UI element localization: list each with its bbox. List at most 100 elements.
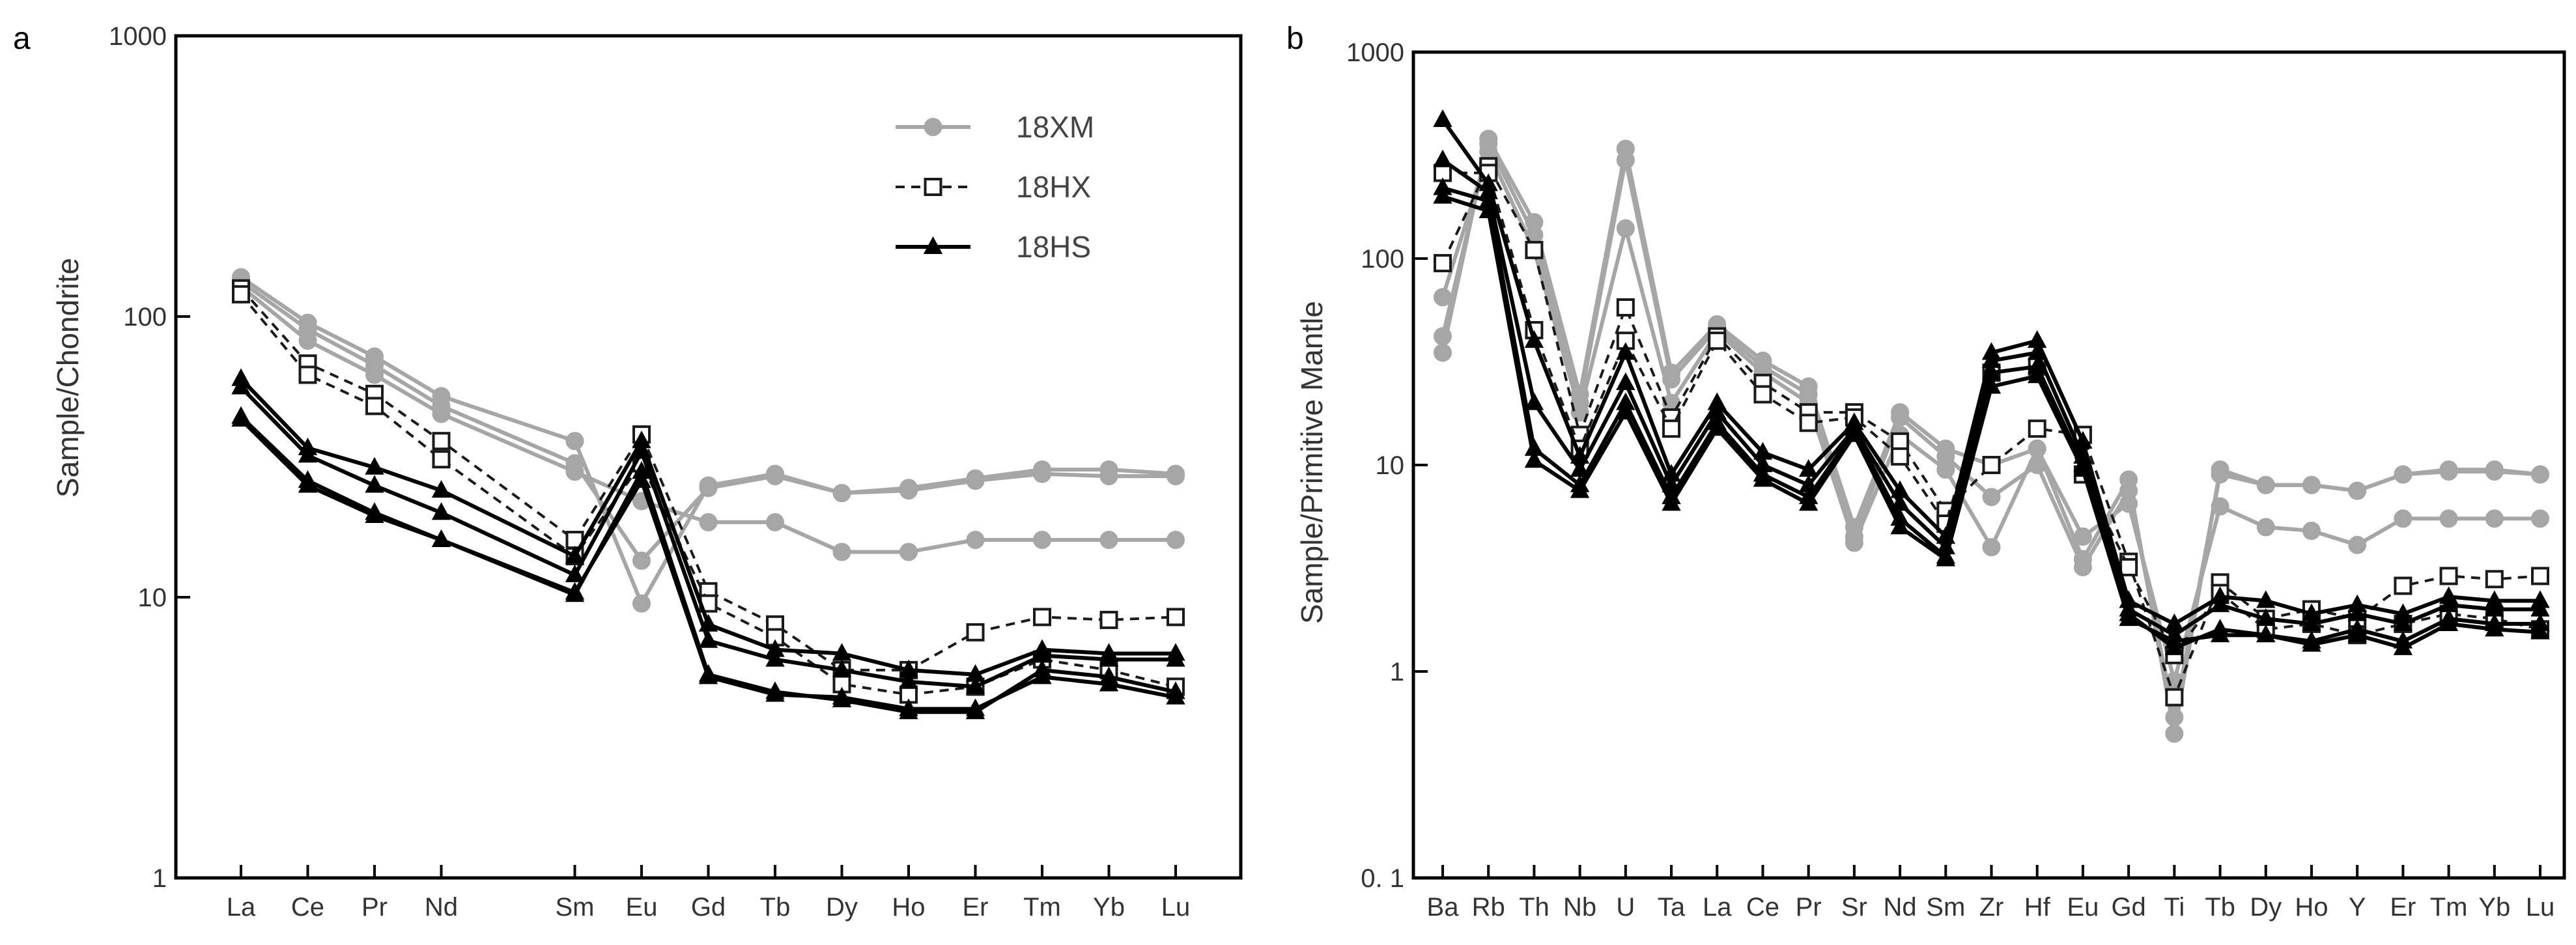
data-point-18HS-4-Tm (1032, 666, 1052, 684)
data-point-18HS-2-Er (965, 676, 985, 694)
x-tick-label-Ce: Ce (1746, 893, 1779, 922)
data-point-18XM-2-Dy (832, 484, 851, 503)
x-tick-label-Ho: Ho (2295, 893, 2328, 922)
data-point-18XM-3-Ho (899, 543, 918, 561)
data-point-18XM-3-Yb (2485, 509, 2504, 528)
data-point-18HX-2-La (232, 285, 250, 303)
data-point-18HS-4-Zr (1981, 376, 2002, 394)
data-point-18HS-4-Yb (1099, 673, 1119, 692)
data-point-18HS-2-Pr (365, 475, 384, 493)
x-tick-label-Gd: Gd (691, 893, 726, 922)
data-point-18HS-4-Ta (1662, 493, 1681, 511)
x-tick-label-Gd: Gd (2111, 893, 2145, 922)
data-point-18HS-4-Nd (431, 529, 451, 548)
data-point-18HS-1-Sm (565, 545, 585, 564)
panel-a-letter: a (13, 21, 31, 56)
data-point-18XM-2-Y (2348, 481, 2367, 500)
x-tick-label-Tb: Tb (760, 893, 791, 922)
data-point-18HS-4-Er (2393, 637, 2413, 655)
data-point-18HS-4-Y (2347, 625, 2367, 643)
x-tick-label-Rb: Rb (1472, 893, 1505, 922)
x-tick-label-Pr: Pr (1796, 893, 1822, 922)
data-point-18XM-2-Ba (1434, 327, 1452, 346)
legend-entry-18XM: 18XM (896, 110, 1094, 144)
legend-label-18HS: 18HS (1016, 230, 1091, 264)
data-point-18HX-1-Ba (1434, 254, 1452, 273)
data-point-18HX-2-Pr (365, 397, 384, 416)
data-point-18HS-4-Tb (765, 684, 785, 702)
data-point-18XM-2-Eu (2073, 557, 2092, 576)
x-tick-label-Ta: Ta (1658, 893, 1686, 922)
series-line-18XM-2 (240, 280, 1176, 563)
x-tick-label-Nd: Nd (1884, 893, 1917, 922)
data-point-18XM-2-Er (2394, 465, 2413, 484)
y-tick-label: 0. 1 (1361, 864, 1404, 893)
data-point-18XM-3-Nd (432, 404, 451, 423)
x-tick-label-Yb: Yb (2478, 893, 2510, 922)
data-point-18XM-2-Yb (1099, 467, 1118, 486)
data-point-18XM-2-U (1616, 150, 1635, 169)
data-point-18HS-4-Rb (1479, 200, 1498, 218)
data-point-18XM-3-U (1616, 219, 1635, 238)
data-point-18HS-4-U (1616, 401, 1635, 420)
data-point-18HS-4-Ce (298, 475, 318, 493)
series-line-18HX-2 (240, 293, 1176, 696)
data-point-18XM-3-Tm (2439, 509, 2458, 528)
x-tick-label-U: U (1616, 893, 1635, 922)
series-18HS-3 (1433, 177, 2550, 655)
data-point-18HS-4-Ti (2164, 630, 2185, 649)
data-point-18XM-1-Ti (2165, 724, 2184, 743)
series-line-18XM-1 (240, 275, 1176, 606)
y-tick-label: 1000 (109, 22, 167, 51)
legend-marker-18HS (923, 236, 943, 254)
data-point-18HX-2-La (1708, 331, 1727, 350)
data-point-18HS-2-Yb (1099, 649, 1119, 667)
data-point-18HX-1-Tm (1033, 608, 1051, 627)
x-tick-label-Sm: Sm (556, 893, 595, 922)
data-point-18HS-4-Dy (832, 686, 852, 705)
panel-a-y-axis-label: Sample/Chondrite (51, 258, 85, 498)
data-point-18HS-4-Sr (1845, 424, 1864, 442)
x-tick-label-Lu: Lu (2526, 893, 2555, 922)
panel-b-x-ticks: Ba Rb Th Nb U Ta La Ce Pr Sr Nd Sm Zr Hf Eu Gd Ti Tb Dy Ho Y… (1427, 865, 2555, 922)
series-18XM-2 (232, 272, 1185, 570)
y-tick-label: 100 (123, 303, 167, 331)
legend-marker-18HX (924, 178, 942, 196)
y-tick-label: 1 (1390, 658, 1404, 686)
data-point-18HS-4-La (1707, 418, 1727, 436)
series-18XM-3 (1434, 142, 2549, 690)
data-point-18HX-2-Nd (432, 450, 451, 469)
y-tick-label: 1000 (1346, 38, 1404, 67)
data-point-18HS-2-Er (2393, 613, 2413, 631)
x-tick-label-Nd: Nd (425, 893, 458, 922)
data-point-18HS-2-Gd (698, 630, 718, 648)
data-point-18HX-1-Lu (2531, 567, 2549, 585)
data-point-18HS-4-Th (1524, 450, 1544, 468)
data-point-18HS-4-Pr (1798, 493, 1819, 511)
data-point-18HX-1-Yb (2485, 570, 2504, 589)
series-18XM-2 (1434, 134, 2549, 727)
data-point-18HS-2-U (1616, 372, 1635, 390)
data-point-18XM-3-Er (2394, 509, 2413, 528)
data-point-18XM-3-Lu (1167, 531, 1185, 550)
series-18HS-4 (1433, 186, 2550, 655)
x-tick-label-Ho: Ho (892, 893, 925, 922)
data-point-18XM-3-Tm (1033, 531, 1051, 550)
data-point-18HX-1-Er (966, 623, 985, 642)
data-point-18HS-2-Eu (632, 441, 651, 459)
x-tick-label-Er: Er (2390, 893, 2416, 922)
data-point-18XM-2-Tb (766, 467, 784, 486)
x-tick-label-Sr: Sr (1841, 893, 1867, 922)
data-point-18HS-2-Tb (765, 649, 785, 667)
data-point-18XM-3-Dy (832, 543, 851, 561)
series-18HS-2 (231, 376, 1185, 694)
data-point-18HS-2-Ho (899, 671, 918, 689)
data-point-18XM-2-Ti (2165, 708, 2184, 727)
panel-b-series (1433, 109, 2550, 743)
series-line-18XM-3 (240, 285, 1176, 554)
x-tick-label-Tm: Tm (1023, 893, 1061, 922)
data-point-18HX-2-U (1616, 331, 1635, 350)
data-point-18XM-3-Gd (699, 513, 718, 531)
x-tick-label-Er: Er (963, 893, 989, 922)
